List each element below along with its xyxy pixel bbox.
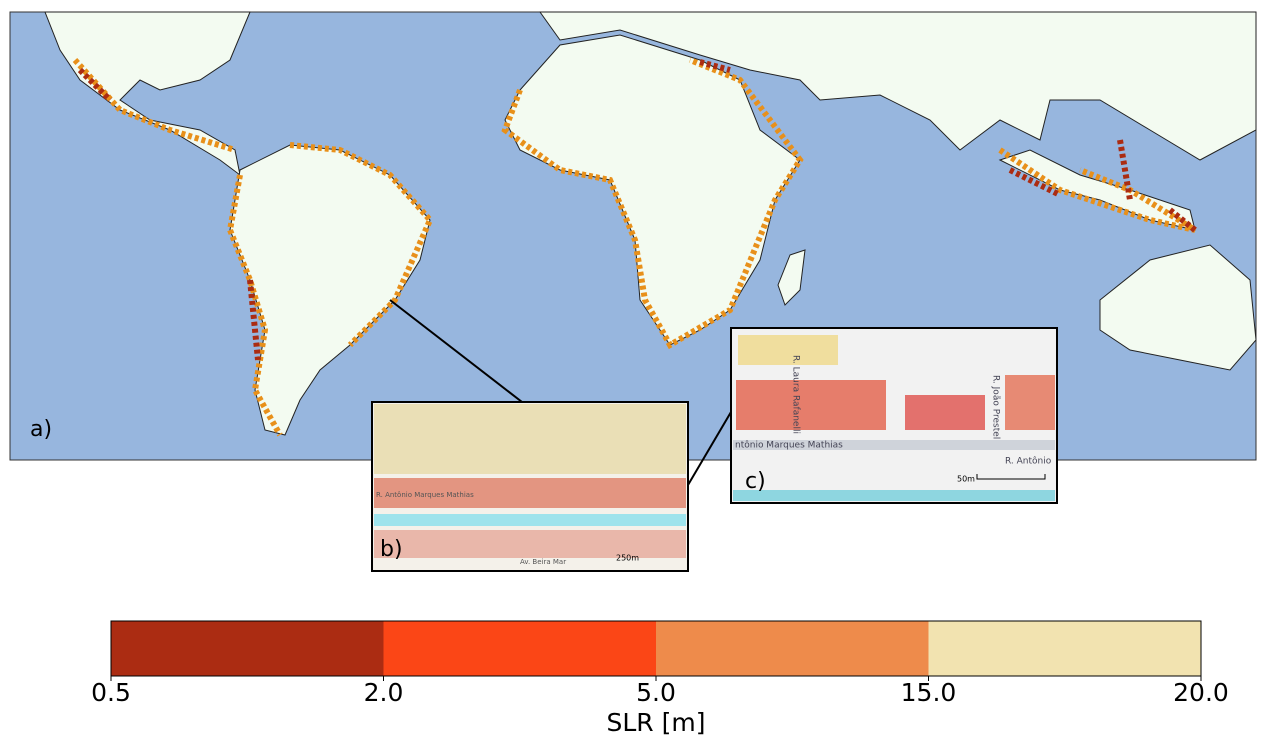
tick-label: 5.0 bbox=[636, 678, 676, 707]
coastal-exposure bbox=[72, 57, 1197, 437]
eurasia bbox=[539, 11, 1257, 161]
inset-b: R. Antônio Marques Mathias Av. Beira Mar… bbox=[371, 401, 689, 572]
buildings-high bbox=[374, 478, 686, 508]
street-label: R. João Prestel bbox=[991, 375, 1001, 439]
world-map: a) bbox=[9, 11, 1257, 461]
water bbox=[733, 490, 1055, 501]
colorbar-segment bbox=[656, 621, 929, 676]
buildings-high bbox=[736, 380, 886, 430]
buildings-high bbox=[374, 530, 686, 558]
inset-c: ntônio Marques Mathias R. Antônio R. Lau… bbox=[730, 327, 1058, 504]
street bbox=[733, 440, 1055, 450]
tick-label: 20.0 bbox=[1173, 678, 1229, 707]
tick-label: 0.5 bbox=[91, 678, 131, 707]
colorbar-segment bbox=[383, 621, 656, 676]
tick-label: 2.0 bbox=[364, 678, 404, 707]
australia bbox=[1099, 244, 1257, 371]
connector bbox=[389, 299, 523, 403]
buildings-low bbox=[738, 335, 838, 365]
panel-label: c) bbox=[745, 469, 766, 494]
colorbar-segment bbox=[111, 621, 384, 676]
panel-label: b) bbox=[380, 537, 403, 562]
buildings-high bbox=[1005, 375, 1055, 430]
colorbar-label: SLR [m] bbox=[607, 708, 706, 737]
street-label: ntônio Marques Mathias bbox=[735, 440, 843, 451]
street-label: R. Antônio bbox=[1005, 456, 1052, 467]
colorbar: 0.5 2.0 5.0 15.0 20.0 bbox=[91, 620, 1229, 707]
water bbox=[374, 514, 686, 526]
connector bbox=[687, 411, 732, 486]
buildings-low bbox=[374, 404, 686, 474]
street-label: R. Antônio Marques Mathias bbox=[376, 491, 474, 499]
scale-bar bbox=[976, 474, 1046, 480]
panel-label: a) bbox=[30, 417, 52, 442]
north-america bbox=[44, 11, 251, 177]
madagascar bbox=[777, 249, 806, 306]
street-label: Av. Beira Mar bbox=[520, 558, 566, 566]
street-label: R. Laura Rafanelli bbox=[791, 355, 801, 434]
scale-label: 50m bbox=[957, 475, 975, 484]
buildings-high bbox=[905, 395, 985, 430]
tick-label: 15.0 bbox=[901, 678, 957, 707]
colorbar-segment bbox=[928, 621, 1201, 676]
coastal-exposure-high bbox=[77, 59, 1197, 361]
scale-label: 250m bbox=[616, 554, 639, 563]
